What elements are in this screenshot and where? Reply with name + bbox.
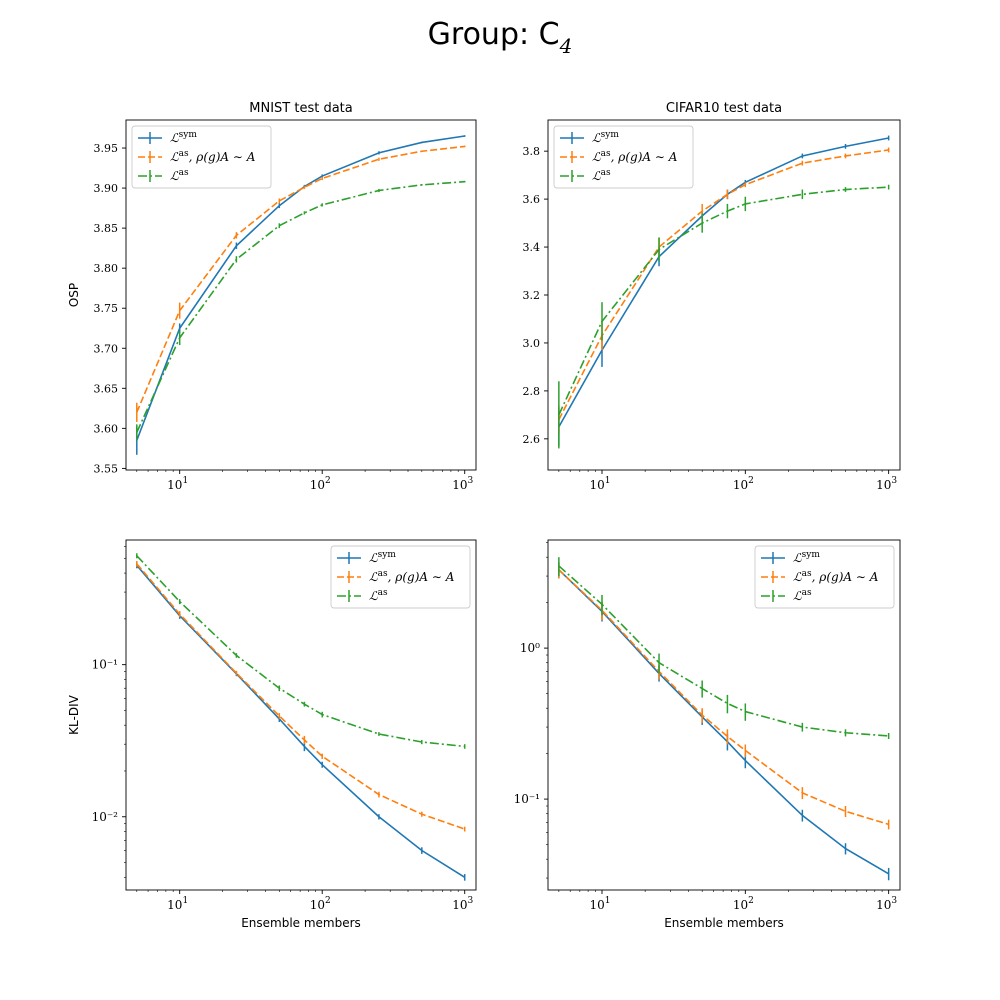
x-tick-label: 102 bbox=[310, 896, 331, 912]
legend-label: ℒsym bbox=[170, 130, 197, 145]
legend-label: ℒas bbox=[369, 588, 388, 603]
panel-4: 101 102 103 10⁻¹ 10⁰ Ensemble members ℒsym ℒas,… bbox=[514, 539, 901, 930]
x-tick-label: 101 bbox=[589, 896, 610, 912]
x-axis-label: Ensemble members bbox=[664, 916, 784, 930]
panel-title: MNIST test data bbox=[249, 101, 352, 116]
legend: ℒsym ℒas, ρ(g)A ∼ A ℒas bbox=[131, 125, 272, 189]
legend-label: ℒas bbox=[793, 588, 812, 603]
y-tick-label: 3.75 bbox=[94, 302, 119, 315]
y-tick-label: 3.60 bbox=[94, 422, 119, 435]
legend-box bbox=[553, 125, 694, 189]
y-tick-label: 3.55 bbox=[94, 462, 119, 475]
y-tick-label: 3.6 bbox=[523, 193, 541, 206]
x-tick-label: 102 bbox=[733, 476, 754, 492]
plot-area bbox=[558, 557, 890, 881]
y-tick-label: 3.95 bbox=[94, 142, 119, 155]
panel-3: 101 102 103 10⁻² 10⁻¹ Ensemble members KL-DIV ℒ… bbox=[67, 539, 477, 930]
legend-label: ℒas bbox=[592, 168, 611, 183]
panel-2: 101 102 103 2.6 2.8 3.0 3.2 3.4 3.6 3.8 CIFAR10 te… bbox=[523, 101, 901, 492]
legend-item-sym: ℒsym bbox=[138, 130, 197, 145]
y-tick-label: 3.80 bbox=[94, 262, 119, 275]
series-line-as bbox=[136, 180, 465, 433]
legend-label: ℒsym bbox=[369, 550, 396, 565]
legend-item-as_rho: ℒas, ρ(g)A ∼ A bbox=[560, 149, 678, 164]
legend: ℒsym ℒas, ρ(g)A ∼ A ℒas bbox=[553, 125, 694, 189]
x-tick-label: 103 bbox=[452, 476, 473, 492]
legend-label: ℒas bbox=[170, 168, 189, 183]
legend-label: ℒsym bbox=[592, 130, 619, 145]
x-tick-label: 102 bbox=[733, 896, 754, 912]
figure-title: Group: C4 bbox=[428, 17, 573, 58]
y-tick-label: 10⁻¹ bbox=[514, 792, 540, 806]
plot-area bbox=[136, 135, 466, 455]
y-tick-label: 3.70 bbox=[94, 342, 119, 355]
legend-item-as: ℒas bbox=[138, 168, 189, 183]
legend-box bbox=[330, 545, 471, 609]
axes-frame bbox=[547, 539, 901, 891]
series-line-as_rho bbox=[558, 569, 889, 826]
plot-area bbox=[136, 553, 466, 881]
y-axis-label: KL-DIV bbox=[67, 694, 81, 734]
y-axis-label: OSP bbox=[67, 283, 81, 307]
legend: ℒsym ℒas, ρ(g)A ∼ A ℒas bbox=[330, 545, 471, 609]
series-line-as_rho bbox=[136, 145, 465, 413]
legend-box bbox=[754, 545, 895, 609]
axes-frame bbox=[125, 539, 477, 891]
x-tick-label: 103 bbox=[876, 476, 897, 492]
legend: ℒsym ℒas, ρ(g)A ∼ A ℒas bbox=[754, 545, 895, 609]
y-tick-label: 3.2 bbox=[523, 289, 541, 302]
legend-item-sym: ℒsym bbox=[761, 550, 820, 565]
x-tick-label: 101 bbox=[167, 476, 188, 492]
legend-item-as_rho: ℒas, ρ(g)A ∼ A bbox=[138, 149, 256, 164]
x-tick-label: 103 bbox=[452, 896, 473, 912]
x-axis-label: Ensemble members bbox=[241, 916, 361, 930]
y-tick-label: 10⁰ bbox=[520, 641, 540, 655]
legend-item-as_rho: ℒas, ρ(g)A ∼ A bbox=[337, 569, 455, 584]
legend-item-sym: ℒsym bbox=[560, 130, 619, 145]
panel-1: 101 102 103 3.55 3.60 3.65 3.70 3.75 3.80 3.85 3.9… bbox=[67, 101, 477, 492]
x-tick-label: 101 bbox=[167, 896, 188, 912]
y-tick-label: 3.85 bbox=[94, 222, 119, 235]
y-tick-label: 3.8 bbox=[523, 145, 541, 158]
x-tick-label: 103 bbox=[876, 896, 897, 912]
y-tick-label: 3.65 bbox=[94, 382, 119, 395]
legend-item-as_rho: ℒas, ρ(g)A ∼ A bbox=[761, 569, 879, 584]
legend-label: ℒas, ρ(g)A ∼ A bbox=[170, 149, 256, 164]
y-tick-label: 2.6 bbox=[523, 433, 541, 446]
legend-item-sym: ℒsym bbox=[337, 550, 396, 565]
legend-box bbox=[131, 125, 272, 189]
legend-label: ℒas, ρ(g)A ∼ A bbox=[369, 569, 455, 584]
plot-area bbox=[558, 135, 890, 449]
series-line-as bbox=[558, 565, 889, 737]
y-tick-label: 3.90 bbox=[94, 182, 119, 195]
legend-item-as: ℒas bbox=[560, 168, 611, 183]
y-tick-label: 3.4 bbox=[523, 241, 541, 254]
legend-item-as: ℒas bbox=[761, 588, 812, 603]
y-tick-label: 10⁻¹ bbox=[92, 658, 118, 672]
x-tick-label: 102 bbox=[310, 476, 331, 492]
y-tick-label: 2.8 bbox=[523, 385, 541, 398]
legend-label: ℒsym bbox=[793, 550, 820, 565]
legend-label: ℒas, ρ(g)A ∼ A bbox=[592, 149, 678, 164]
x-tick-label: 101 bbox=[589, 476, 610, 492]
axes-frame bbox=[125, 119, 477, 471]
legend-item-as: ℒas bbox=[337, 588, 388, 603]
y-tick-label: 3.0 bbox=[523, 337, 541, 350]
y-tick-label: 10⁻² bbox=[92, 810, 119, 824]
panel-title: CIFAR10 test data bbox=[666, 101, 782, 116]
legend-label: ℒas, ρ(g)A ∼ A bbox=[793, 569, 879, 584]
